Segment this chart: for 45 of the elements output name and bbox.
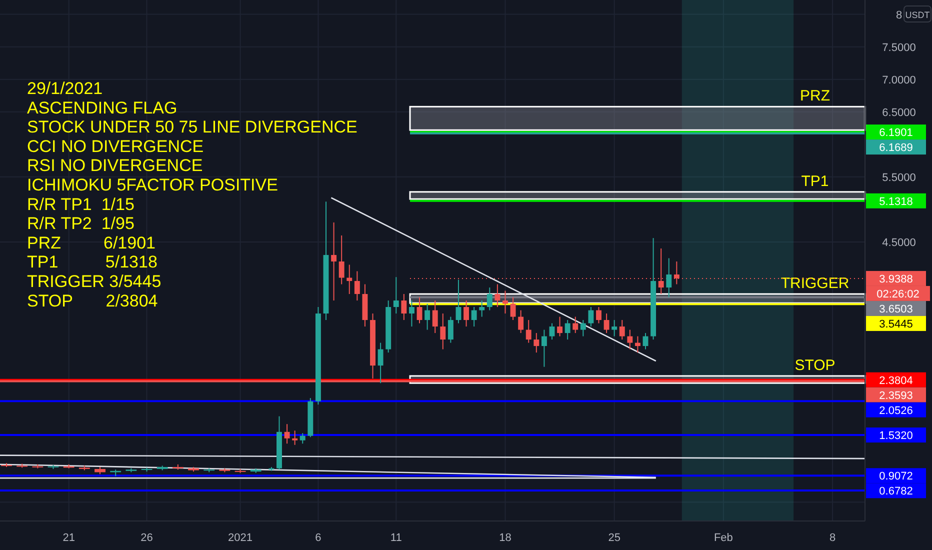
ref-line-label: 0.9072 [879, 470, 913, 483]
y-tick-label: 6.5000 [882, 106, 916, 119]
band-label: TRIGGER [780, 274, 850, 292]
y-tick-label: 8 [896, 9, 902, 22]
ref-line-label: 2.0526 [879, 404, 913, 417]
x-tick-label: 21 [62, 532, 75, 544]
x-tick-label: 18 [499, 532, 512, 544]
annotation: PRZ 6/1901 [27, 233, 156, 252]
y-tick-label: 7.5000 [882, 42, 916, 54]
ref-line-label: 3.6503 [879, 303, 913, 316]
x-tick-label: 26 [140, 532, 153, 544]
annotation: STOCK UNDER 50 75 LINE DIVERGENCE [27, 118, 358, 137]
x-tick-label: 11 [390, 532, 402, 544]
annotation: R/R TP1 1/15 [27, 194, 134, 214]
ref-line-label: 6.1901 [879, 127, 913, 140]
ref-line-label: 3.9388 [879, 273, 913, 286]
band-label: TP1 [801, 172, 829, 190]
ref-line-label: 0.6782 [879, 486, 913, 498]
text: 02:26:02 [876, 288, 920, 300]
ref-line-label: 5.1318 [879, 196, 913, 208]
x-tick-label: 2021 [228, 532, 253, 544]
ref-line-label: 3.5445 [879, 318, 913, 330]
annotation: 29/1/2021 [27, 79, 103, 98]
y-tick-label: 5.5000 [882, 172, 916, 184]
y-tick-label: 7.0000 [882, 74, 916, 86]
x-tick-label: 25 [608, 532, 620, 544]
annotation: ICHIMOKU 5FACTOR POSITIVE [27, 176, 278, 194]
band-label: STOP [794, 356, 836, 374]
band-label: PRZ [800, 88, 830, 105]
x-tick-label: 8 [829, 532, 836, 544]
annotation: STOP 2/3804 [27, 291, 158, 310]
ref-line-label: 1.5320 [879, 430, 913, 442]
y-axis-title: USDT [905, 10, 930, 20]
annotation: CCI NO DIVERGENCE [27, 136, 204, 156]
y-tick-label: 4.5000 [882, 236, 916, 249]
annotation: TP1 5/1318 [27, 252, 158, 272]
ref-line-label: 2.3593 [879, 390, 913, 402]
ref-line-label: 2.3804 [879, 374, 913, 387]
annotation: ASCENDING FLAG [27, 98, 178, 118]
x-tick-label: 6 [315, 532, 322, 544]
x-tick-label: Feb [714, 532, 733, 544]
ref-line-label: 6.1689 [879, 142, 913, 154]
annotation: R/R TP2 1/95 [27, 214, 134, 234]
annotation: TRIGGER 3/5445 [27, 272, 162, 291]
annotation: RSI NO DIVERGENCE [27, 156, 203, 176]
